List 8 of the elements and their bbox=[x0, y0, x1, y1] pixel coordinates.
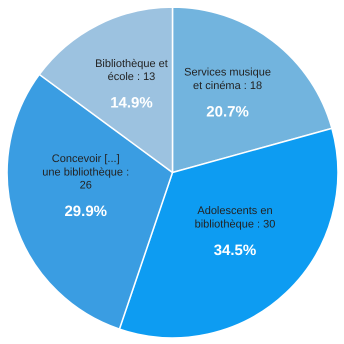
slice-label: Concevoir [...] une bibliothèque : 26 bbox=[42, 153, 130, 192]
data-label: 14.9% bbox=[110, 94, 153, 112]
data-label: 29.9% bbox=[64, 203, 108, 220]
slice-label: Adolescents en bibliothèque : 30 bbox=[194, 205, 276, 230]
slice-label: Bibliothèque et école : 13 bbox=[95, 58, 168, 84]
data-label: 34.5% bbox=[214, 242, 256, 259]
data-label: 20.7% bbox=[206, 103, 249, 120]
slice-label: Services musique et cinéma : 18 bbox=[184, 66, 271, 92]
